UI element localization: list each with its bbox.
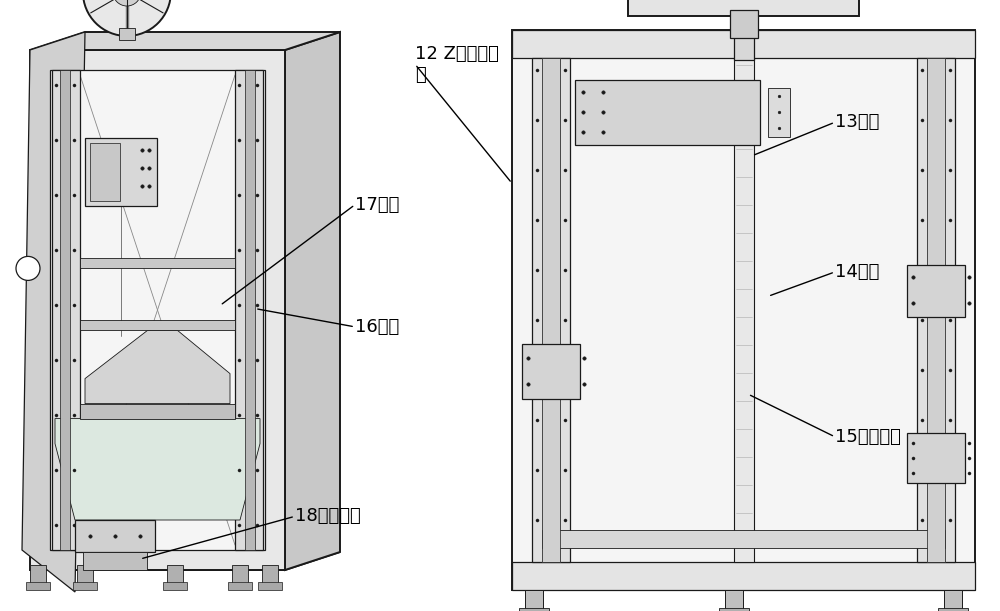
Text: 18固定螺栓: 18固定螺栓	[295, 507, 361, 525]
Bar	[938, 608, 968, 611]
Bar	[724, 590, 742, 610]
Bar	[944, 590, 962, 610]
Polygon shape	[30, 552, 340, 570]
Bar	[730, 10, 758, 38]
Bar	[542, 58, 560, 562]
Bar	[50, 70, 265, 550]
Bar	[575, 80, 760, 145]
Text: 17立柱: 17立柱	[355, 196, 399, 214]
Text: 13导轨: 13导轨	[835, 113, 879, 131]
Bar	[119, 28, 135, 40]
Bar	[85, 139, 157, 207]
Bar	[30, 565, 46, 583]
Bar	[917, 58, 955, 562]
Bar	[77, 565, 93, 583]
Polygon shape	[85, 331, 230, 404]
Bar	[60, 70, 70, 550]
Circle shape	[83, 0, 171, 36]
Bar	[228, 582, 252, 590]
Bar	[83, 552, 147, 570]
Bar	[907, 265, 965, 317]
Bar	[167, 565, 183, 583]
Text: 14滑块: 14滑块	[835, 263, 879, 281]
Bar	[512, 30, 975, 590]
Text: 12 Z轴驱动组
件: 12 Z轴驱动组 件	[415, 45, 499, 84]
Polygon shape	[30, 32, 340, 50]
Bar	[73, 582, 97, 590]
Bar	[75, 520, 155, 552]
Bar	[232, 565, 248, 583]
Text: 15限位支架: 15限位支架	[835, 428, 901, 446]
Polygon shape	[22, 32, 85, 592]
Bar	[245, 70, 255, 550]
Bar	[532, 58, 570, 562]
Bar	[734, 58, 754, 562]
Circle shape	[113, 0, 141, 6]
Bar	[522, 343, 580, 398]
Bar	[262, 565, 278, 583]
Bar	[628, 0, 859, 16]
Bar	[927, 58, 945, 562]
Bar	[718, 608, 748, 611]
Bar	[80, 404, 235, 419]
Bar	[90, 144, 120, 202]
Bar	[52, 70, 80, 550]
Text: 16檔块: 16檔块	[355, 318, 399, 336]
Bar	[235, 70, 263, 550]
Bar	[734, 16, 754, 60]
Bar	[30, 50, 285, 570]
Bar	[80, 320, 235, 331]
Bar	[258, 582, 282, 590]
Bar	[525, 590, 543, 610]
Polygon shape	[285, 32, 340, 570]
Circle shape	[16, 257, 40, 280]
Bar	[768, 88, 790, 137]
Bar	[519, 608, 549, 611]
Bar	[163, 582, 187, 590]
Polygon shape	[55, 419, 260, 520]
Bar	[907, 433, 965, 483]
Bar	[80, 258, 235, 268]
Bar	[26, 582, 50, 590]
Bar	[512, 562, 975, 590]
Bar	[512, 30, 975, 58]
Bar	[542, 530, 945, 548]
